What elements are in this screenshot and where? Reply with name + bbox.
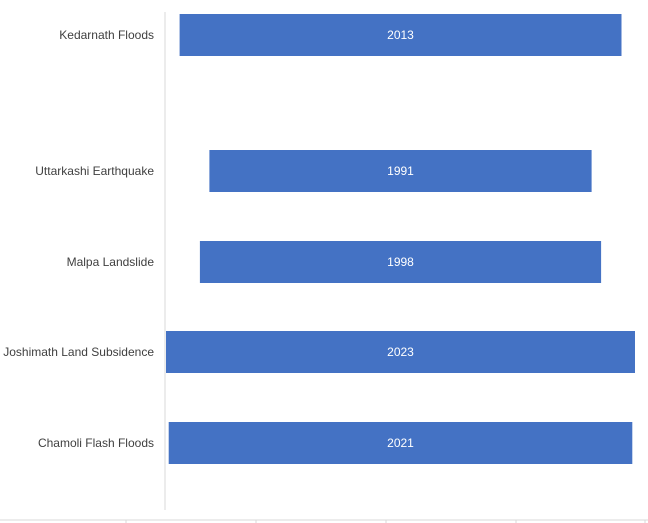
category-label: Joshimath Land Subsidence (3, 345, 154, 359)
data-label: 2021 (387, 436, 414, 450)
data-label: 1991 (387, 164, 414, 178)
bar[interactable] (166, 331, 635, 373)
bar[interactable] (168, 422, 633, 464)
bar[interactable] (199, 241, 602, 283)
data-label: 1998 (387, 255, 414, 269)
category-label: Uttarkashi Earthquake (35, 164, 154, 178)
data-label: 2013 (387, 28, 414, 42)
category-label: Kedarnath Floods (59, 28, 154, 42)
data-label: 2023 (387, 345, 414, 359)
category-label: Chamoli Flash Floods (38, 436, 154, 450)
bar[interactable] (209, 150, 592, 192)
bar[interactable] (179, 14, 622, 56)
category-label: Malpa Landslide (67, 255, 155, 269)
